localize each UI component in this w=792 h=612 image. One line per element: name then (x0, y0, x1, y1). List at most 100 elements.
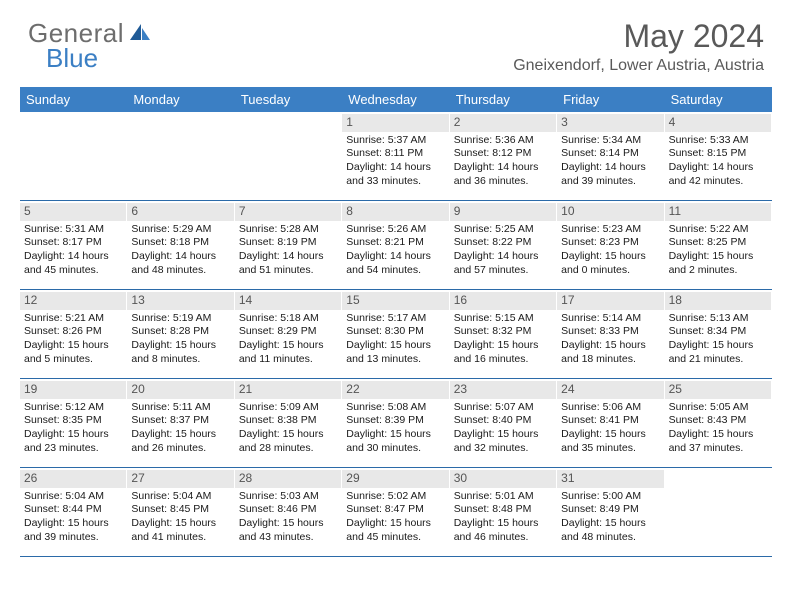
daynum-row: 10 (557, 203, 663, 221)
sunrise-line: Sunrise: 5:26 AM (346, 223, 444, 237)
calendar-cell: 13 Sunrise: 5:19 AMSunset: 8:28 PMDayligh… (127, 290, 234, 378)
daynum-row: 12 (20, 292, 126, 310)
daynum-row: 1 (342, 114, 448, 132)
daylight-line: Daylight: 15 hours and 26 minutes. (131, 428, 229, 455)
sunset-line: Sunset: 8:12 PM (454, 147, 552, 161)
sunset-line: Sunset: 8:49 PM (561, 503, 659, 517)
logo: General Blue (28, 18, 152, 74)
daylight-line: Daylight: 15 hours and 8 minutes. (131, 339, 229, 366)
sunset-line: Sunset: 8:19 PM (239, 236, 337, 250)
calendar-cell: 21Sunrise: 5:09 AMSunset: 8:38 PMDayligh… (235, 379, 342, 467)
sunrise-line: Sunrise: 5:31 AM (24, 223, 122, 237)
sunset-line: Sunset: 8:33 PM (561, 325, 659, 339)
day-number: 22 (346, 382, 359, 396)
sunset-line: Sunset: 8:38 PM (239, 414, 337, 428)
sunset-line: Sunset: 8:44 PM (24, 503, 122, 517)
daylight-line: Daylight: 15 hours and 30 minutes. (346, 428, 444, 455)
dow-row: SundayMondayTuesdayWednesdayThursdayFrid… (20, 87, 772, 112)
calendar-cell: 28Sunrise: 5:03 AMSunset: 8:46 PMDayligh… (235, 468, 342, 556)
sunset-line: Sunset: 8:47 PM (346, 503, 444, 517)
sunset-line: Sunset: 8:28 PM (131, 325, 229, 339)
daylight-line: Daylight: 15 hours and 16 minutes. (454, 339, 552, 366)
calendar-cell: 22Sunrise: 5:08 AMSunset: 8:39 PMDayligh… (342, 379, 449, 467)
calendar-cell (20, 112, 127, 200)
daynum-row: 5 (20, 203, 126, 221)
day-number: 20 (131, 382, 144, 396)
sunrise-line: Sunrise: 5:29 AM (131, 223, 229, 237)
sunrise-line: Sunrise: 5:33 AM (669, 134, 767, 148)
sunrise-line: Sunrise: 5:14 AM (561, 312, 659, 326)
logo-text-blue: Blue (46, 43, 98, 74)
sunrise-line: Sunrise: 5:36 AM (454, 134, 552, 148)
calendar-cell: 15Sunrise: 5:17 AMSunset: 8:30 PMDayligh… (342, 290, 449, 378)
day-number: 24 (561, 382, 574, 396)
sunset-line: Sunset: 8:41 PM (561, 414, 659, 428)
daylight-line: Daylight: 15 hours and 13 minutes. (346, 339, 444, 366)
daylight-line: Daylight: 15 hours and 45 minutes. (346, 517, 444, 544)
day-number: 8 (346, 204, 353, 218)
sunrise-line: Sunrise: 5:01 AM (454, 490, 552, 504)
sunset-line: Sunset: 8:29 PM (239, 325, 337, 339)
daynum-row: 15 (342, 292, 448, 310)
calendar-cell: 29Sunrise: 5:02 AMSunset: 8:47 PMDayligh… (342, 468, 449, 556)
calendar-cell: 17 Sunrise: 5:14 AMSunset: 8:33 PMDayligh… (557, 290, 664, 378)
calendar-cell: 5Sunrise: 5:31 AMSunset: 8:17 PMDaylight… (20, 201, 127, 289)
sunrise-line: Sunrise: 5:21 AM (24, 312, 122, 326)
daylight-line: Daylight: 15 hours and 46 minutes. (454, 517, 552, 544)
daylight-line: Daylight: 15 hours and 11 minutes. (239, 339, 337, 366)
sunset-line: Sunset: 8:43 PM (669, 414, 767, 428)
day-number: 13 (131, 293, 144, 307)
calendar-cell: 20Sunrise: 5:11 AMSunset: 8:37 PMDayligh… (127, 379, 234, 467)
daynum-row: 19 (20, 381, 126, 399)
sunrise-line: Sunrise: 5:22 AM (669, 223, 767, 237)
daynum-row: 28 (235, 470, 341, 488)
sunset-line: Sunset: 8:39 PM (346, 414, 444, 428)
dow-sunday: Sunday (20, 87, 127, 112)
week-row: 26Sunrise: 5:04 AMSunset: 8:44 PMDayligh… (20, 468, 772, 557)
daylight-line: Daylight: 14 hours and 57 minutes. (454, 250, 552, 277)
day-number: 18 (669, 293, 682, 307)
week-row: 5Sunrise: 5:31 AMSunset: 8:17 PMDaylight… (20, 201, 772, 290)
daylight-line: Daylight: 15 hours and 41 minutes. (131, 517, 229, 544)
calendar-cell (665, 468, 772, 556)
day-number: 17 (561, 293, 574, 307)
sunrise-line: Sunrise: 5:19 AM (131, 312, 229, 326)
sunset-line: Sunset: 8:45 PM (131, 503, 229, 517)
day-number: 11 (669, 204, 681, 218)
daylight-line: Daylight: 14 hours and 33 minutes. (346, 161, 444, 188)
daynum-row: 2 (450, 114, 556, 132)
day-number: 27 (131, 471, 144, 485)
calendar-cell: 4Sunrise: 5:33 AMSunset: 8:15 PMDaylight… (665, 112, 772, 200)
sunrise-line: Sunrise: 5:18 AM (239, 312, 337, 326)
calendar: SundayMondayTuesdayWednesdayThursdayFrid… (20, 87, 772, 557)
calendar-cell: 25Sunrise: 5:05 AMSunset: 8:43 PMDayligh… (665, 379, 772, 467)
daylight-line: Daylight: 14 hours and 54 minutes. (346, 250, 444, 277)
sunrise-line: Sunrise: 5:28 AM (239, 223, 337, 237)
day-number: 15 (346, 293, 359, 307)
sunrise-line: Sunrise: 5:03 AM (239, 490, 337, 504)
sunset-line: Sunset: 8:25 PM (669, 236, 767, 250)
calendar-cell: 27Sunrise: 5:04 AMSunset: 8:45 PMDayligh… (127, 468, 234, 556)
day-number: 21 (239, 382, 252, 396)
daylight-line: Daylight: 15 hours and 18 minutes. (561, 339, 659, 366)
daynum-row: 30 (450, 470, 556, 488)
day-number: 9 (454, 204, 461, 218)
daynum-row: 14 (235, 292, 341, 310)
dow-saturday: Saturday (665, 87, 772, 112)
calendar-cell: 24Sunrise: 5:06 AMSunset: 8:41 PMDayligh… (557, 379, 664, 467)
calendar-cell: 9Sunrise: 5:25 AMSunset: 8:22 PMDaylight… (450, 201, 557, 289)
calendar-cell: 30Sunrise: 5:01 AMSunset: 8:48 PMDayligh… (450, 468, 557, 556)
daylight-line: Daylight: 14 hours and 39 minutes. (561, 161, 659, 188)
day-number: 1 (346, 115, 353, 129)
calendar-cell: 11Sunrise: 5:22 AMSunset: 8:25 PMDayligh… (665, 201, 772, 289)
daylight-line: Daylight: 15 hours and 23 minutes. (24, 428, 122, 455)
sunset-line: Sunset: 8:46 PM (239, 503, 337, 517)
sunrise-line: Sunrise: 5:34 AM (561, 134, 659, 148)
daynum-row: 16 (450, 292, 556, 310)
location: Gneixendorf, Lower Austria, Austria (513, 57, 764, 75)
daynum-row: 27 (127, 470, 233, 488)
daylight-line: Daylight: 15 hours and 5 minutes. (24, 339, 122, 366)
sunset-line: Sunset: 8:15 PM (669, 147, 767, 161)
calendar-cell: 18Sunrise: 5:13 AMSunset: 8:34 PMDayligh… (665, 290, 772, 378)
sunset-line: Sunset: 8:37 PM (131, 414, 229, 428)
